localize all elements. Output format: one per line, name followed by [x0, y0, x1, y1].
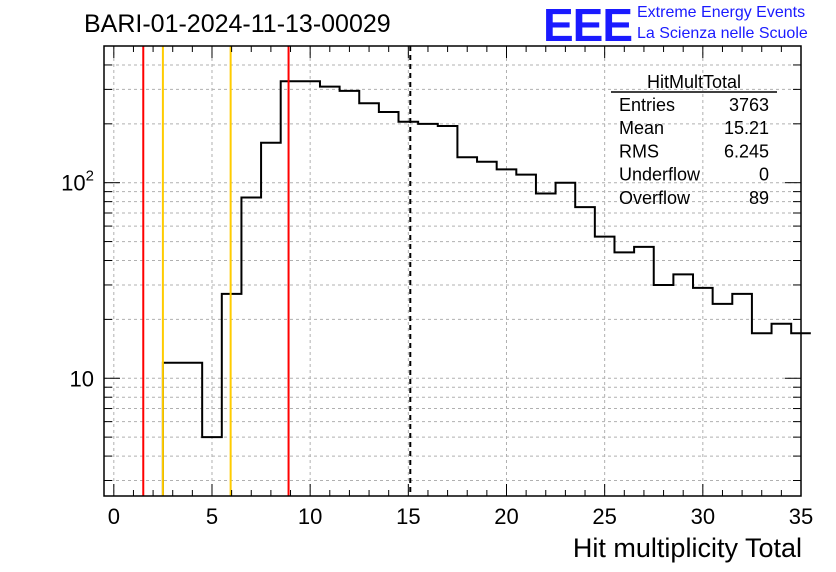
- x-tick-label: 10: [298, 504, 322, 529]
- histogram-bin: [713, 304, 733, 496]
- stats-label: Overflow: [619, 188, 691, 208]
- stats-value: 15.21: [724, 118, 769, 138]
- eee-logo: EEE: [543, 0, 633, 51]
- histogram-bin: [595, 237, 615, 496]
- histogram-bin: [575, 207, 595, 496]
- stats-label: RMS: [619, 141, 659, 161]
- logo-tagline-2: La Scienza nelle Scuole: [637, 25, 808, 42]
- histogram-outline: [161, 80, 811, 496]
- histogram-bin: [281, 81, 301, 496]
- histogram-bin: [163, 363, 183, 496]
- x-tick-label: 0: [108, 504, 120, 529]
- histogram-layer: [161, 80, 811, 496]
- stats-title: HitMultTotal: [647, 72, 741, 92]
- axes-frame: [103, 45, 802, 497]
- stats-label: Underflow: [619, 165, 701, 185]
- histogram-bin: [359, 103, 379, 496]
- histogram-bin: [379, 112, 399, 496]
- histogram-bin: [556, 183, 576, 496]
- run-title: BARI-01-2024-11-13-00029: [84, 10, 391, 38]
- x-tick-label: 30: [691, 504, 715, 529]
- histogram-bin: [320, 87, 340, 496]
- histogram-bin: [183, 363, 203, 496]
- x-tick-label: 20: [494, 504, 518, 529]
- histogram-bin: [457, 157, 477, 496]
- stats-value: 3763: [729, 95, 769, 115]
- stats-value: 0: [759, 165, 769, 185]
- x-tick-label: 35: [789, 504, 813, 529]
- plot-frame: [103, 45, 802, 497]
- histogram-bin: [752, 333, 772, 496]
- stats-value: 6.245: [724, 141, 769, 161]
- histogram-bin: [634, 247, 654, 496]
- y-tick-label: 10: [70, 366, 94, 391]
- histogram-bin: [732, 294, 752, 496]
- histogram-bin: [300, 81, 320, 496]
- histogram-bin: [438, 126, 458, 496]
- stats-box: HitMultTotal Entries 3763 Mean 15.21 RMS 6.245…: [611, 72, 777, 208]
- x-tick-label: 5: [206, 504, 218, 529]
- histogram-bin: [399, 122, 419, 496]
- axis-ticks: 0 5 10 15 20 25 30 35 10 102: [61, 45, 813, 529]
- histogram-bin: [673, 274, 693, 496]
- stats-label: Mean: [619, 118, 664, 138]
- histogram-bin: [477, 162, 497, 496]
- x-axis-label: Hit multiplicity Total: [572, 533, 802, 563]
- histogram-bin: [241, 198, 261, 496]
- histogram-bin: [693, 288, 713, 496]
- histogram-bin: [418, 124, 438, 496]
- logo-tagline-1: Extreme Energy Events: [637, 4, 806, 21]
- stats-value: 89: [749, 188, 769, 208]
- histogram-bin: [497, 169, 517, 496]
- histogram-bin: [261, 143, 281, 496]
- histogram-bin: [516, 175, 536, 496]
- y-tick-label: 102: [61, 168, 94, 196]
- x-tick-label: 25: [592, 504, 616, 529]
- histogram-bin: [536, 194, 556, 496]
- x-tick-label: 15: [396, 504, 420, 529]
- stats-label: Entries: [619, 95, 675, 115]
- marker-lines-layer: [142, 46, 412, 496]
- histogram-bin: [614, 252, 634, 496]
- histogram-bin: [654, 285, 674, 496]
- histogram-bin: [772, 324, 792, 496]
- histogram-bin: [340, 91, 360, 496]
